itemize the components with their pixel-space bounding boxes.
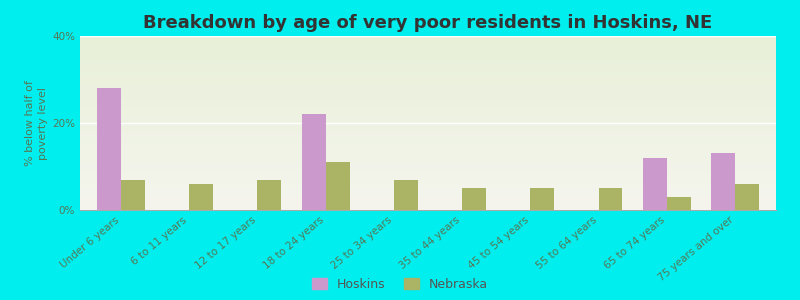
Bar [258, 179, 282, 210]
Bar [302, 114, 326, 210]
Bar [97, 88, 121, 210]
Bar [530, 188, 554, 210]
Bar [711, 154, 735, 210]
Bar [121, 179, 145, 210]
Bar [462, 188, 486, 210]
Title: Breakdown by age of very poor residents in Hoskins, NE: Breakdown by age of very poor residents … [143, 14, 713, 32]
Bar [326, 162, 350, 210]
Bar [394, 179, 418, 210]
Y-axis label: % below half of
poverty level: % below half of poverty level [25, 80, 48, 166]
Bar [189, 184, 213, 210]
Bar [667, 197, 690, 210]
Bar [598, 188, 622, 210]
Legend: Hoskins, Nebraska: Hoskins, Nebraska [312, 278, 488, 291]
Bar [735, 184, 759, 210]
Bar [643, 158, 667, 210]
